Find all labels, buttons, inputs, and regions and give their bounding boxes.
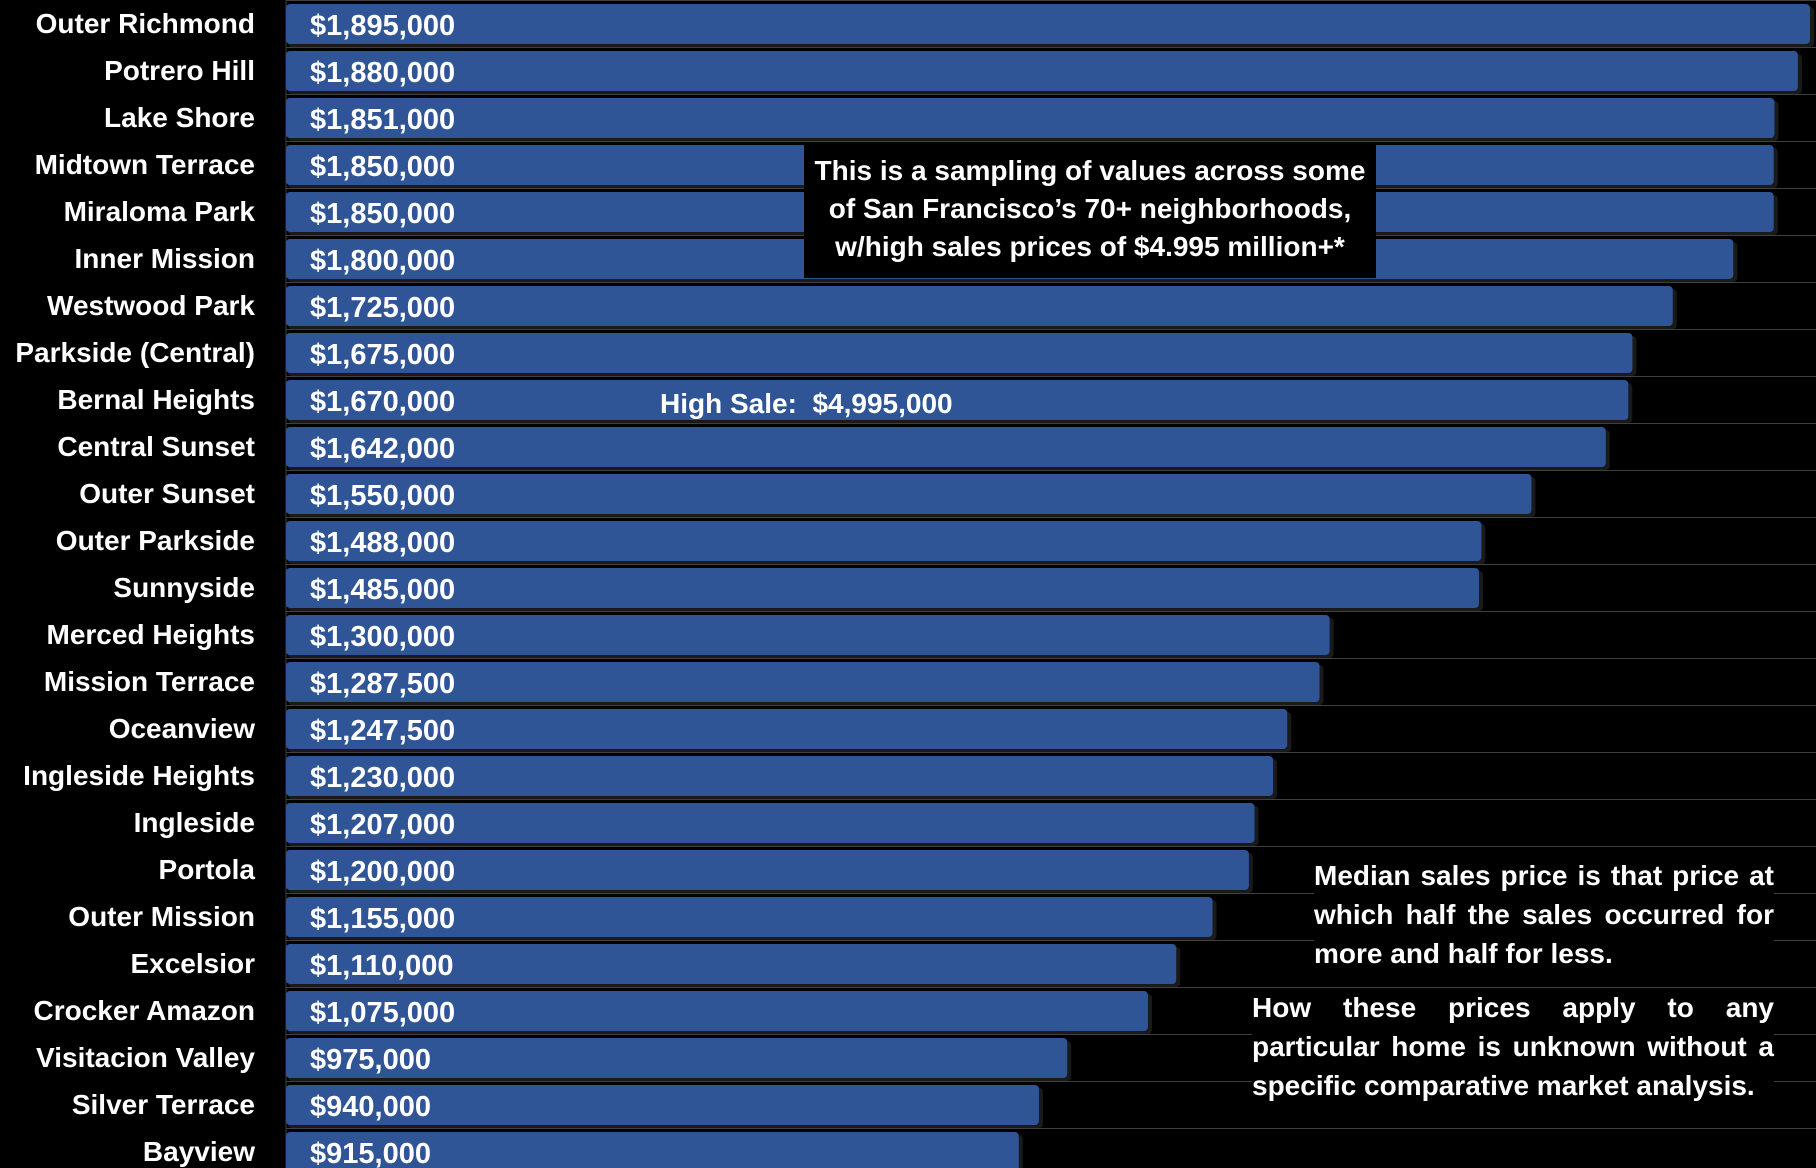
data-label: $1,488,000 (310, 527, 455, 559)
category-tick-label: Silver Terrace (72, 1089, 255, 1120)
data-label: $975,000 (310, 1044, 431, 1076)
category-tick-label: Oceanview (109, 713, 256, 744)
data-label: $915,000 (310, 1138, 431, 1168)
category-tick-label: Westwood Park (47, 290, 255, 321)
category-tick-label: Potrero Hill (104, 55, 255, 86)
data-label: $1,075,000 (310, 997, 455, 1029)
data-label: $1,642,000 (310, 433, 455, 465)
data-label: $1,851,000 (310, 104, 455, 136)
bar (286, 380, 1629, 420)
bar (286, 1132, 1019, 1168)
bar (286, 850, 1249, 890)
category-tick-label: Merced Heights (47, 619, 256, 650)
data-label: $1,895,000 (310, 10, 455, 42)
bar (286, 803, 1255, 843)
bar (286, 662, 1320, 702)
category-tick-label: Mission Terrace (44, 666, 255, 697)
category-tick-label: Sunnyside (113, 572, 255, 603)
data-label: $1,725,000 (310, 292, 455, 324)
category-tick-label: Crocker Amazon (34, 995, 255, 1026)
category-tick-label: Outer Sunset (79, 478, 255, 509)
sampling-note: This is a sampling of values across some… (804, 144, 1376, 278)
bar (286, 944, 1177, 984)
category-tick-label: Midtown Terrace (35, 149, 255, 180)
data-label: $1,670,000 (310, 386, 455, 418)
data-label: $1,207,000 (310, 809, 455, 841)
data-label: $1,850,000 (310, 151, 455, 183)
category-tick-label: Ingleside (134, 807, 255, 838)
category-tick-label: Outer Richmond (36, 8, 255, 39)
bar (286, 474, 1532, 514)
bar (286, 1038, 1068, 1078)
category-tick-label: Bayview (143, 1136, 255, 1167)
category-tick-label: Miraloma Park (64, 196, 256, 227)
bar (286, 427, 1606, 467)
bar (286, 98, 1775, 138)
data-label: $1,230,000 (310, 762, 455, 794)
bar (286, 615, 1330, 655)
category-tick-label: Inner Mission (75, 243, 255, 274)
data-label: $1,200,000 (310, 856, 455, 888)
median-explanation-note: Median sales price is that price at whic… (1314, 856, 1774, 973)
bar (286, 521, 1482, 561)
data-label: $1,155,000 (310, 903, 455, 935)
data-label: $1,300,000 (310, 621, 455, 653)
bar (286, 897, 1213, 937)
data-label: $1,550,000 (310, 480, 455, 512)
data-label: $1,287,500 (310, 668, 455, 700)
category-tick-label: Central Sunset (57, 431, 255, 462)
bar (286, 756, 1274, 796)
data-label: $940,000 (310, 1091, 431, 1123)
bar (286, 4, 1810, 44)
data-label: $1,675,000 (310, 339, 455, 371)
category-tick-label: Visitacion Valley (36, 1042, 255, 1073)
data-label: $1,247,500 (310, 715, 455, 747)
high-sale-annotation: High Sale: $4,995,000 (660, 388, 953, 419)
sampling-note-line-3: w/high sales prices of $4.995 million+* (835, 231, 1345, 262)
data-label: $1,850,000 (310, 198, 455, 230)
data-label: $1,110,000 (310, 950, 454, 982)
category-tick-label: Excelsior (130, 948, 255, 979)
category-tick-label: Outer Parkside (56, 525, 255, 556)
category-tick-label: Ingleside Heights (23, 760, 255, 791)
category-tick-label: Bernal Heights (57, 384, 255, 415)
category-tick-label: Portola (159, 854, 256, 885)
market-analysis-note: How these prices apply to any particular… (1252, 988, 1774, 1105)
bar (286, 286, 1673, 326)
bar (286, 1085, 1039, 1125)
bar (286, 333, 1633, 373)
category-tick-label: Lake Shore (104, 102, 255, 133)
bar (286, 568, 1479, 608)
sampling-note-line-1: This is a sampling of values across some (814, 155, 1366, 186)
data-label: $1,485,000 (310, 574, 455, 606)
bar (286, 51, 1798, 91)
data-label: $1,880,000 (310, 57, 455, 89)
category-tick-label: Parkside (Central) (15, 337, 255, 368)
bar (286, 709, 1288, 749)
bar (286, 991, 1148, 1031)
data-label: $1,800,000 (310, 245, 455, 277)
sampling-note-line-2: of San Francisco’s 70+ neighborhoods, (828, 193, 1352, 224)
category-tick-label: Outer Mission (68, 901, 255, 932)
